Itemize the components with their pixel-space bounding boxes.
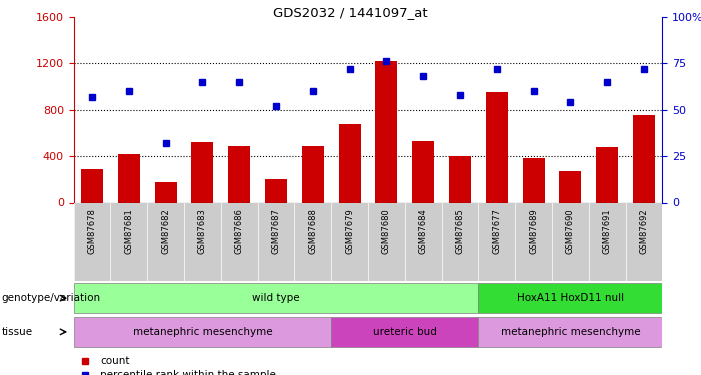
Text: metanephric mesenchyme: metanephric mesenchyme: [132, 327, 272, 337]
Bar: [331, 316, 478, 347]
Text: GSM87692: GSM87692: [639, 208, 648, 254]
Bar: [74, 316, 331, 347]
Bar: [339, 124, 360, 202]
Bar: [118, 154, 139, 203]
Text: GSM87682: GSM87682: [161, 208, 170, 254]
Text: GDS2032 / 1441097_at: GDS2032 / 1441097_at: [273, 6, 428, 19]
Bar: [559, 171, 581, 202]
Bar: [301, 146, 324, 202]
Bar: [81, 169, 103, 202]
Text: GSM87679: GSM87679: [345, 208, 354, 254]
Bar: [154, 182, 177, 203]
Text: GSM87686: GSM87686: [235, 208, 244, 254]
Text: GSM87689: GSM87689: [529, 208, 538, 254]
Text: GSM87685: GSM87685: [456, 208, 465, 254]
Text: percentile rank within the sample: percentile rank within the sample: [100, 370, 276, 375]
Text: genotype/variation: genotype/variation: [1, 293, 100, 303]
Bar: [478, 283, 662, 314]
Text: wild type: wild type: [252, 293, 300, 303]
Bar: [74, 283, 478, 314]
Bar: [522, 158, 545, 203]
Bar: [596, 147, 618, 202]
Text: GSM87680: GSM87680: [382, 208, 391, 254]
Text: metanephric mesenchyme: metanephric mesenchyme: [501, 327, 640, 337]
Text: GSM87683: GSM87683: [198, 208, 207, 254]
Text: GSM87688: GSM87688: [308, 208, 318, 254]
Text: GSM87691: GSM87691: [603, 208, 612, 254]
Text: count: count: [100, 356, 130, 366]
Text: GSM87690: GSM87690: [566, 208, 575, 254]
Text: tissue: tissue: [1, 327, 32, 337]
Text: GSM87684: GSM87684: [418, 208, 428, 254]
Bar: [449, 156, 471, 203]
Bar: [265, 179, 287, 203]
Bar: [412, 141, 434, 202]
Text: HoxA11 HoxD11 null: HoxA11 HoxD11 null: [517, 293, 624, 303]
Text: GSM87677: GSM87677: [492, 208, 501, 254]
Text: ureteric bud: ureteric bud: [373, 327, 437, 337]
Bar: [478, 316, 662, 347]
Bar: [228, 146, 250, 202]
Text: GSM87681: GSM87681: [124, 208, 133, 254]
Bar: [191, 142, 213, 202]
Bar: [486, 92, 508, 202]
Bar: [633, 116, 655, 202]
Bar: [376, 61, 397, 202]
Text: GSM87678: GSM87678: [88, 208, 97, 254]
Text: GSM87687: GSM87687: [271, 208, 280, 254]
